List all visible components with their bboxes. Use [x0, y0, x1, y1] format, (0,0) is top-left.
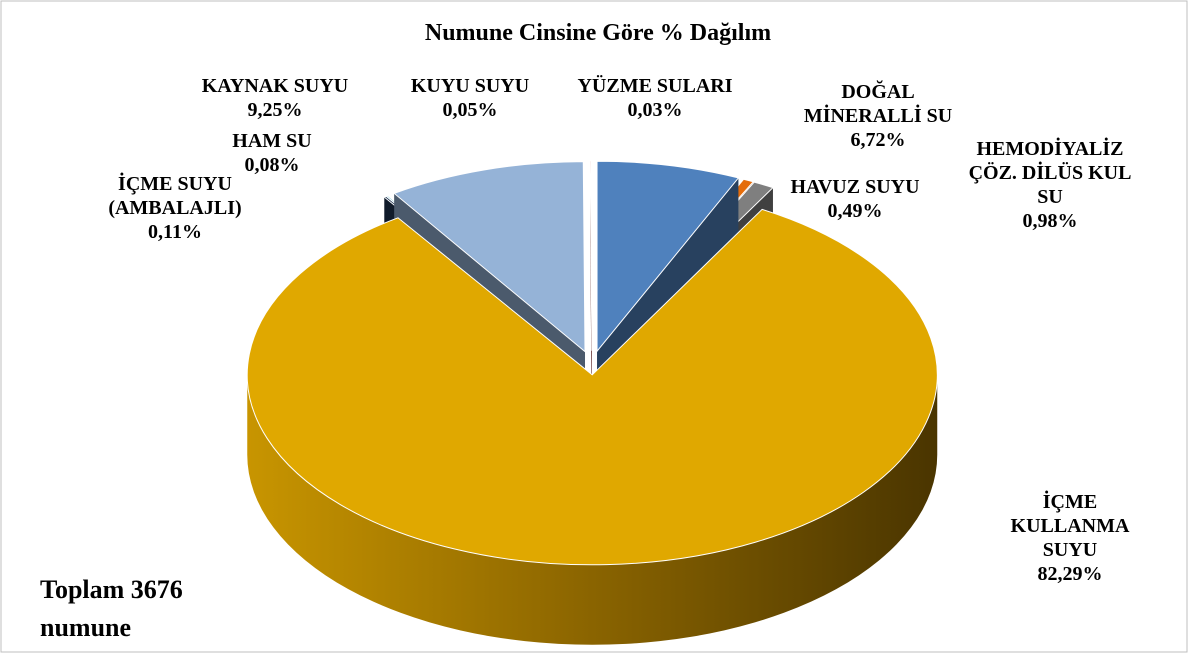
slice-label: İÇME SUYU (AMBALAJLI) [108, 171, 241, 219]
slice [596, 160, 740, 353]
value-label: 0,05% [443, 99, 498, 121]
value-label: 9,25% [248, 99, 303, 121]
slice [589, 160, 593, 351]
value-label: 0,11% [148, 221, 202, 243]
slice [393, 161, 586, 353]
slice-label: YÜZME SULARI [577, 74, 732, 97]
slice-label: HEMODİYALİZ ÇÖZ. DİLÜS KUL SU [969, 136, 1132, 208]
value-label: 0,49% [828, 200, 883, 222]
value-label: 6,72% [851, 129, 906, 151]
slice [246, 208, 938, 566]
chart-title: Numune Cinsine Göre % Dağılım [425, 20, 771, 46]
value-label: 0,08% [245, 154, 300, 176]
annotation: Toplam 3676 numune [40, 575, 183, 642]
value-label: 82,29% [1038, 563, 1103, 585]
slice-label: HAVUZ SUYU [790, 176, 919, 198]
slice-label: KAYNAK SUYU [202, 75, 349, 97]
slice-label: HAM SU [232, 130, 311, 152]
value-label: 0,98% [1023, 210, 1078, 232]
slice-side [247, 374, 938, 645]
pie [246, 160, 938, 645]
slice-label: KUYU SUYU [411, 75, 529, 97]
slice-label: İÇME KULLANMA SUYU [1011, 489, 1130, 561]
slice-label: DOĞAL MİNERALLİ SU [804, 79, 952, 127]
value-label: 0,03% [628, 99, 683, 121]
